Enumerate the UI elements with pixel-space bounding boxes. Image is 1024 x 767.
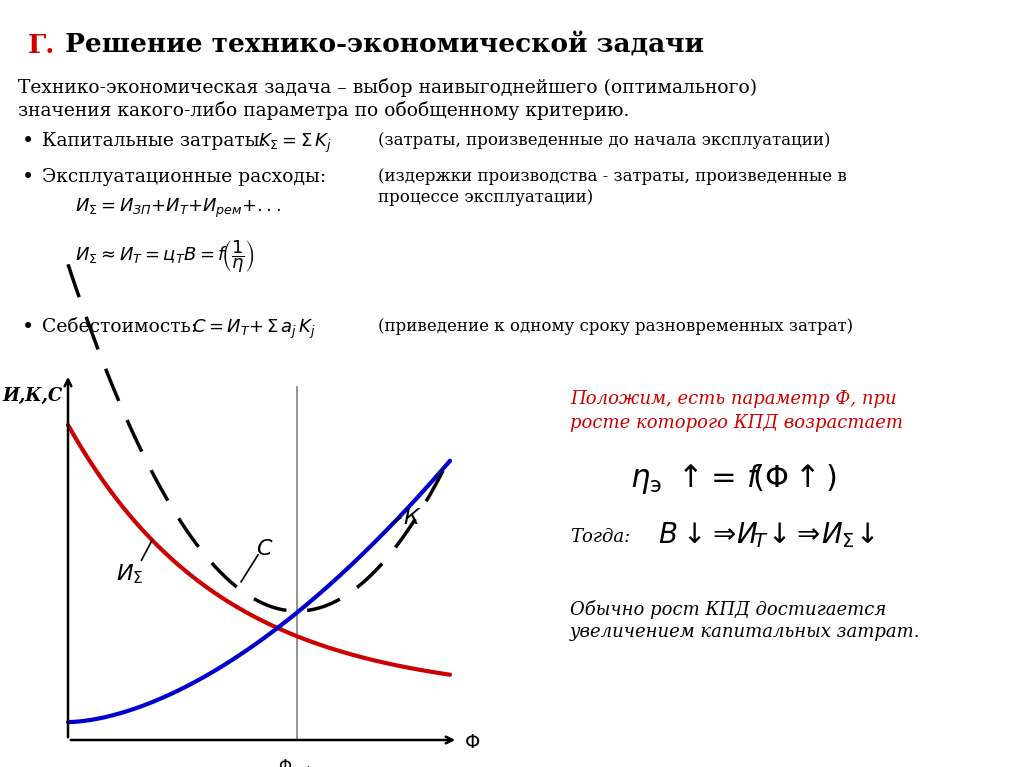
Text: (издержки производства - затраты, произведенные в: (издержки производства - затраты, произв… xyxy=(378,168,847,185)
Text: процессе эксплуатации): процессе эксплуатации) xyxy=(378,189,593,206)
Text: значения какого-либо параметра по обобщенному критерию.: значения какого-либо параметра по обобще… xyxy=(18,101,630,120)
Text: •: • xyxy=(22,132,34,151)
Text: Положим, есть параметр Ф, при: Положим, есть параметр Ф, при xyxy=(570,390,897,408)
Text: $\mathit{И_{\Sigma} \approx И_{Т} = ц_{Т}В = f\!\left(\dfrac{1}{\eta}\right)}$: $\mathit{И_{\Sigma} \approx И_{Т} = ц_{Т… xyxy=(75,238,255,275)
Text: $\mathit{K_{\Sigma}{=}\Sigma\,K_j}$: $\mathit{K_{\Sigma}{=}\Sigma\,K_j}$ xyxy=(258,132,332,155)
Text: Эксплуатационные расходы:: Эксплуатационные расходы: xyxy=(42,168,326,186)
Text: (затраты, произведенные до начала эксплуатации): (затраты, произведенные до начала эксплу… xyxy=(378,132,830,149)
Text: $\mathit{С}$: $\mathit{С}$ xyxy=(256,538,273,559)
Text: •: • xyxy=(22,168,34,187)
Text: $\mathit{B\downarrow\!\Rightarrow\!И_{\!Т}\!\downarrow\!\Rightarrow\!И_{\Sigma}\: $\mathit{B\downarrow\!\Rightarrow\!И_{\!… xyxy=(658,520,876,550)
Text: Г.: Г. xyxy=(28,33,55,58)
Text: росте которого КПД возрастает: росте которого КПД возрастает xyxy=(570,414,903,432)
Text: Себестоимость:: Себестоимость: xyxy=(42,318,203,336)
Text: $\mathit{\Phi_{opt}}$: $\mathit{\Phi_{opt}}$ xyxy=(278,758,312,767)
Text: $\mathit{\Phi}$: $\mathit{\Phi}$ xyxy=(464,733,480,752)
Text: И,К,С: И,К,С xyxy=(3,387,63,405)
Text: Капитальные затраты:: Капитальные затраты: xyxy=(42,132,272,150)
Text: $\mathit{К}$: $\mathit{К}$ xyxy=(402,508,421,528)
Text: $\mathit{И_{\Sigma}{=}И_{ЗП}{+}И_{Т}{+}И_{рем}{+}...}$: $\mathit{И_{\Sigma}{=}И_{ЗП}{+}И_{Т}{+}И… xyxy=(75,197,281,220)
Text: (приведение к одному сроку разновременных затрат): (приведение к одному сроку разновременны… xyxy=(378,318,853,335)
Text: Тогда:: Тогда: xyxy=(570,528,630,546)
Text: $\mathit{И_{\Sigma}}$: $\mathit{И_{\Sigma}}$ xyxy=(117,562,144,586)
Text: $\mathit{С{=}И_{Т}{+}\,\Sigma\,a_j\,K_j}$: $\mathit{С{=}И_{Т}{+}\,\Sigma\,a_j\,K_j}… xyxy=(193,318,315,341)
Text: •: • xyxy=(22,318,34,337)
Text: Решение технико-экономической задачи: Решение технико-экономической задачи xyxy=(56,33,705,58)
Text: Технико-экономическая задача – выбор наивыгоднейшего (оптимального): Технико-экономическая задача – выбор наи… xyxy=(18,78,757,97)
Text: $\eta_{\mathsf{э}}\ \uparrow\!=\,f\!\left(\Phi\uparrow\right)$: $\eta_{\mathsf{э}}\ \uparrow\!=\,f\!\lef… xyxy=(630,462,837,496)
Text: Обычно рост КПД достигается: Обычно рост КПД достигается xyxy=(570,600,886,619)
Text: увеличением капитальных затрат.: увеличением капитальных затрат. xyxy=(570,623,921,641)
